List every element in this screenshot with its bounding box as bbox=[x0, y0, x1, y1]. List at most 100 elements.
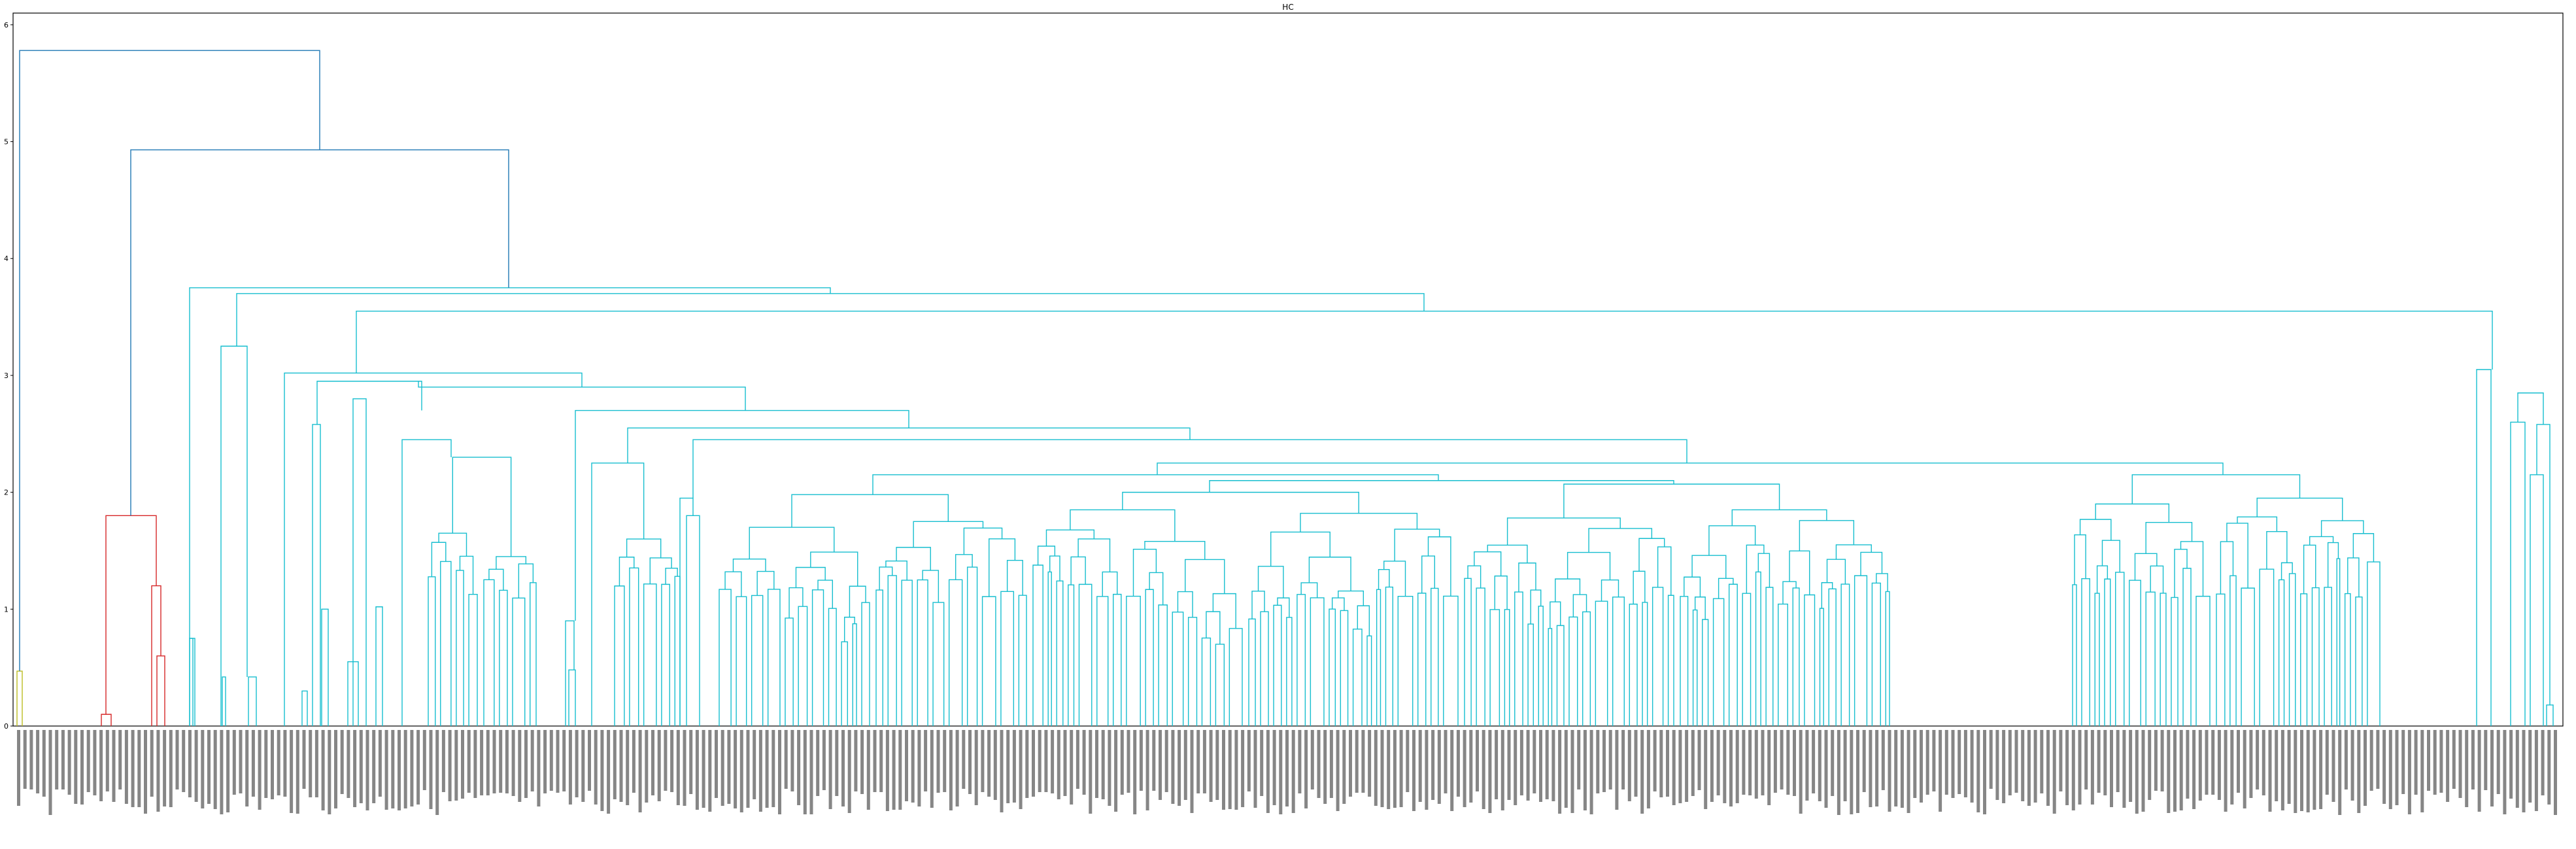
leaf-label bbox=[2376, 730, 2380, 789]
leaf-label bbox=[1558, 730, 1562, 814]
dendrogram-link bbox=[614, 585, 625, 726]
leaf-label bbox=[378, 730, 382, 797]
leaf-label bbox=[1202, 730, 1206, 793]
leaf-label bbox=[1431, 730, 1435, 800]
dendrogram-link bbox=[1742, 593, 1752, 726]
leaf-label bbox=[962, 730, 966, 789]
leaf-label bbox=[1970, 730, 1974, 803]
leaf-label bbox=[2065, 730, 2069, 805]
leaf-label bbox=[17, 730, 20, 806]
leaf-label bbox=[74, 730, 78, 804]
leaf-label bbox=[753, 730, 756, 799]
upper-link bbox=[19, 50, 320, 672]
dendrogram-link bbox=[665, 568, 678, 585]
leaf-label bbox=[911, 730, 915, 803]
dendrogram-link bbox=[1229, 628, 1243, 726]
leaf-label bbox=[245, 730, 249, 806]
dendrogram-link bbox=[901, 580, 913, 726]
dendrogram-link bbox=[1487, 544, 1528, 563]
dendrogram-link bbox=[1821, 582, 1833, 609]
leaf-label bbox=[943, 730, 947, 792]
leaf-label bbox=[2249, 730, 2253, 798]
dendrogram-link bbox=[1694, 597, 1706, 620]
dendrogram-link bbox=[1804, 594, 1816, 726]
leaf-label bbox=[2306, 730, 2310, 812]
leaf-label bbox=[2154, 730, 2158, 791]
dendrogram-link bbox=[1582, 611, 1591, 726]
leaf-label bbox=[1241, 730, 1245, 807]
leaf-label bbox=[188, 730, 192, 797]
y-tick-label: 6 bbox=[4, 21, 8, 29]
leaf-label bbox=[1374, 730, 1378, 806]
leaf-label bbox=[36, 730, 40, 793]
leaf-label bbox=[473, 730, 477, 798]
leaf-label bbox=[1044, 730, 1048, 792]
dendrogram-link bbox=[1078, 583, 1093, 726]
leaf-label bbox=[695, 730, 699, 810]
dendrogram-link bbox=[1728, 583, 1738, 726]
leaf-label bbox=[1920, 730, 1923, 803]
leaf-label bbox=[715, 730, 718, 798]
dendrogram-link bbox=[981, 596, 996, 726]
leaf-label bbox=[182, 730, 186, 792]
dendrogram-link bbox=[1530, 589, 1542, 625]
dendrogram-link bbox=[1144, 541, 1206, 560]
dendrogram-link bbox=[1799, 520, 1855, 551]
dendrogram-link bbox=[1096, 596, 1109, 726]
leaf-label bbox=[1526, 730, 1530, 801]
leaf-label bbox=[1488, 730, 1492, 813]
leaf-label bbox=[1697, 730, 1701, 790]
dendrogram-link bbox=[1708, 525, 1756, 556]
dendrogram-link bbox=[2226, 523, 2248, 589]
dendrogram-link bbox=[1045, 529, 1095, 546]
dendrogram-link bbox=[2367, 561, 2381, 726]
leaf-label bbox=[739, 730, 743, 812]
leaf-label bbox=[1925, 730, 1929, 795]
dendrogram-link bbox=[2476, 369, 2492, 726]
dendrogram-link bbox=[1310, 597, 1325, 726]
leaf-label bbox=[1685, 730, 1689, 802]
leaf-label bbox=[296, 730, 299, 814]
leaf-label bbox=[645, 730, 649, 803]
dendrogram-link bbox=[2288, 573, 2296, 726]
dendrogram-link bbox=[2344, 593, 2351, 726]
leaf-label bbox=[1012, 730, 1016, 803]
leaf-label bbox=[2205, 730, 2209, 795]
leaf-label bbox=[1646, 730, 1650, 808]
leaf-label bbox=[2217, 730, 2221, 800]
leaf-label bbox=[1666, 730, 1669, 797]
leaf-label bbox=[1621, 730, 1625, 789]
dendrogram-link bbox=[1145, 589, 1154, 726]
dendrogram-link bbox=[679, 497, 694, 726]
leaf-label bbox=[232, 730, 236, 795]
dendrogram-link bbox=[2220, 541, 2234, 595]
leaf-label bbox=[702, 730, 705, 808]
leaf-label bbox=[1627, 730, 1631, 801]
leaf-label bbox=[746, 730, 750, 808]
dendrogram-link bbox=[2237, 516, 2278, 532]
leaf-label bbox=[1944, 730, 1948, 795]
leaf-label bbox=[1894, 730, 1898, 806]
leaf-label bbox=[1881, 730, 1885, 790]
dendrogram-link bbox=[795, 566, 826, 588]
leaf-label bbox=[2452, 730, 2456, 789]
dendrogram-link bbox=[719, 589, 732, 726]
leaf-label bbox=[2401, 730, 2405, 794]
dendrogram-link bbox=[1443, 595, 1459, 726]
leaf-label bbox=[42, 730, 46, 797]
leaf-label bbox=[23, 730, 27, 789]
leaf-label bbox=[1564, 730, 1568, 808]
leaf-label bbox=[1159, 730, 1162, 800]
dendrogram-link bbox=[1826, 559, 1846, 585]
dendrogram-link bbox=[488, 568, 504, 591]
dendrogram-link bbox=[922, 570, 940, 603]
leaf-label bbox=[2078, 730, 2082, 805]
dendrogram-link bbox=[1778, 603, 1788, 726]
dendrogram-link bbox=[312, 424, 321, 726]
dendrogram-link bbox=[401, 439, 452, 726]
dendrogram-link bbox=[896, 547, 931, 571]
dendrogram-link bbox=[2278, 579, 2285, 726]
leaf-label bbox=[784, 730, 788, 789]
dendrogram-link bbox=[649, 557, 672, 584]
upper-link bbox=[130, 149, 509, 516]
